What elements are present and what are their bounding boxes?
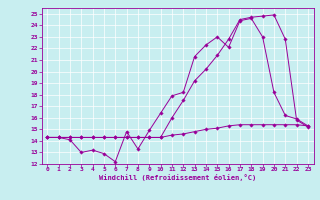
X-axis label: Windchill (Refroidissement éolien,°C): Windchill (Refroidissement éolien,°C) <box>99 174 256 181</box>
